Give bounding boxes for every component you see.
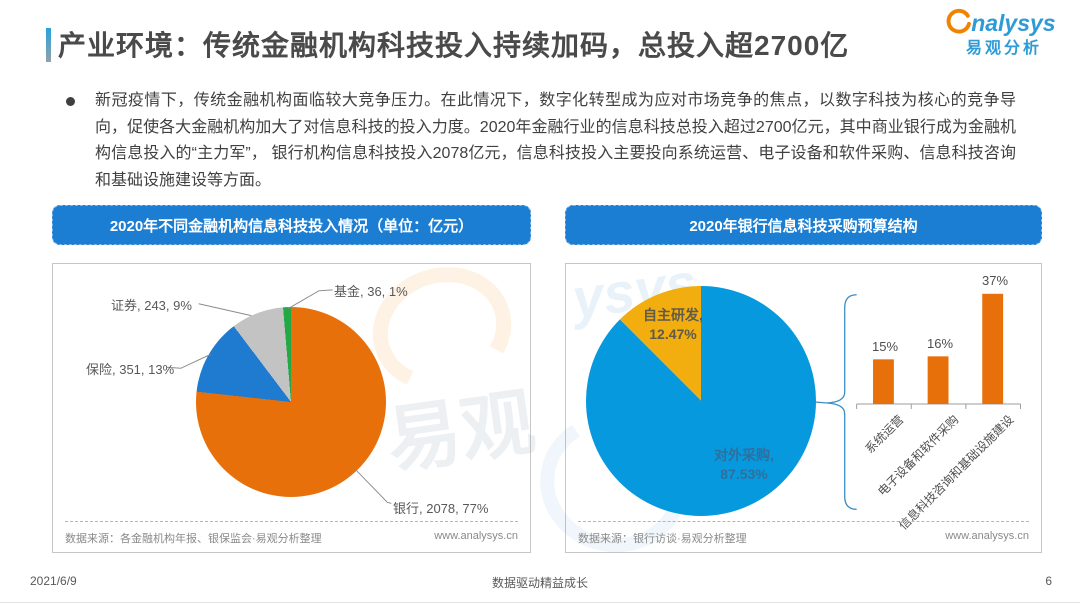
- pie-label-fund: 基金, 36, 1%: [334, 284, 408, 299]
- summary-text: 新冠疫情下，传统金融机构面临较大竞争压力。在此情况下，数字化转型成为应对市场竞争…: [95, 92, 1016, 189]
- bottom-rule: [0, 602, 1080, 603]
- left-pie: [196, 307, 386, 497]
- summary-bullet: 新冠疫情下，传统金融机构面临较大竞争压力。在此情况下，数字化转型成为应对市场竞争…: [64, 88, 1016, 194]
- pie-label-bank: 银行, 2078, 77%: [393, 501, 489, 516]
- right-chart-panel: ysys 自主研发, 12.47% 对外采购, 87.53% 15% 16% 3…: [527, 251, 1042, 566]
- right-chart-header: 2020年银行信息科技采购预算结构: [565, 205, 1042, 245]
- footer-date: 2021/6/9: [30, 574, 77, 588]
- bar-信息科技咨询和基础设施建设: [982, 293, 1004, 405]
- right-pie: [586, 286, 816, 516]
- watermark-text: 易观: [381, 380, 540, 483]
- left-chart-header: 2020年不同金融机构信息科技投入情况（单位：亿元）: [52, 205, 531, 245]
- footer-slogan: 数据驱动精益成长: [491, 576, 588, 590]
- right-source-url: www.analysys.cn: [945, 530, 1029, 542]
- page-title: 产业环境：传统金融机构科技投入持续加码，总投入超2700亿: [58, 30, 850, 61]
- right-source-row: 数据来源：银行访谈·易观分析整理 www.analysys.cn: [578, 521, 1029, 546]
- analysys-logo: analysys 易观分析: [944, 8, 1064, 60]
- logo-swirl-icon: [946, 8, 971, 34]
- bar-category-label: 系统运营: [862, 412, 907, 457]
- pie-label-securities: 证券, 243, 9%: [111, 298, 192, 313]
- pie-label-outsourced-name: 对外采购,: [714, 447, 774, 463]
- bar-value-label: 37%: [981, 273, 1009, 288]
- bar-电子设备和软件采购: [927, 356, 949, 405]
- bar-category-label: 信息科技咨询和基础设施建设: [896, 412, 1017, 533]
- left-source-url: www.analysys.cn: [434, 530, 518, 542]
- pie-label-inhouse-name: 自主研发,: [643, 307, 703, 323]
- pie-label-inhouse-pct: 12.47%: [649, 326, 697, 342]
- left-source-text: 数据来源：各金融机构年报、银保监会·易观分析整理: [65, 533, 322, 545]
- left-chart-panel: 易观 基金, 36, 1% 证券, 243, 9% 保险, 351, 13% 银…: [52, 249, 540, 553]
- brace-connector-line: [814, 401, 827, 404]
- bullet-icon: [66, 97, 75, 106]
- right-source-text: 数据来源：银行访谈·易观分析整理: [578, 533, 747, 545]
- title-accent-bar: [46, 28, 51, 62]
- pie-label-insurance: 保险, 351, 13%: [86, 362, 175, 377]
- bar-value-label: 15%: [871, 339, 899, 354]
- bar-系统运营: [873, 359, 894, 405]
- left-source-row: 数据来源：各金融机构年报、银保监会·易观分析整理 www.analysys.cn: [65, 521, 518, 546]
- pie-label-outsourced-pct: 87.53%: [720, 466, 768, 482]
- pie-label-outsourced: 对外采购, 87.53%: [692, 446, 796, 484]
- footer-page-number: 6: [1045, 574, 1052, 588]
- brace-shape: [826, 294, 857, 510]
- bar-value-label: 16%: [926, 336, 954, 351]
- logo-brand-cn: 易观分析: [965, 40, 1042, 57]
- pie-label-inhouse: 自主研发, 12.47%: [621, 306, 725, 344]
